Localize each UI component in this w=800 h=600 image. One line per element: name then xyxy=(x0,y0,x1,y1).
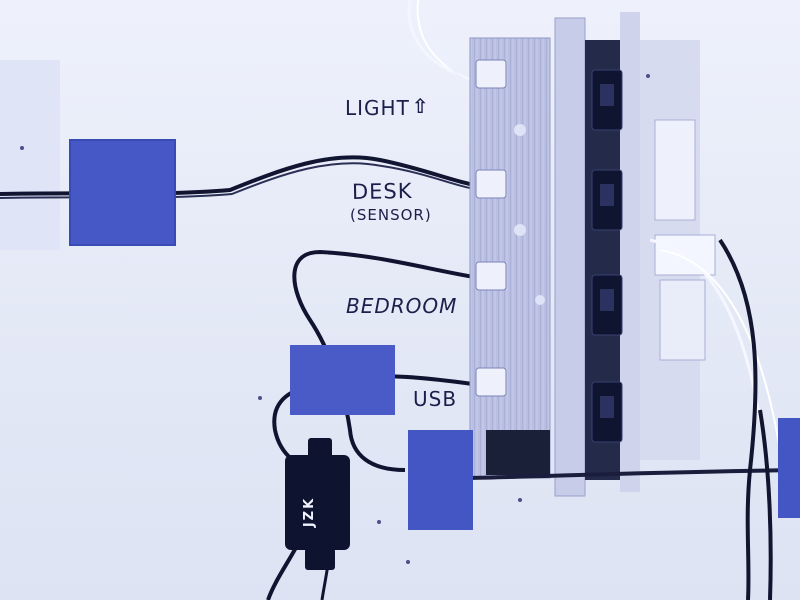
label-bedroom: BEDROOM xyxy=(346,294,458,318)
switch-rail xyxy=(555,18,585,496)
terminal-blocks xyxy=(475,59,507,397)
tape-right xyxy=(778,418,800,518)
terminal-strip xyxy=(470,38,550,478)
tape-bottom xyxy=(408,430,473,530)
label-desk: DESK xyxy=(351,178,413,204)
adapter-brand-label: JZK xyxy=(302,496,317,528)
tape-usb xyxy=(290,345,395,415)
up-arrow-icon: ⇧ xyxy=(411,94,430,118)
tape-left xyxy=(70,140,175,245)
label-light-text: LIGHT xyxy=(345,96,410,120)
label-light: LIGHT ⇧ xyxy=(345,94,430,120)
power-adapter xyxy=(285,455,350,550)
cable-bedroom xyxy=(292,249,481,472)
tape-remnant-left xyxy=(0,60,60,250)
rocker-switches xyxy=(591,69,623,443)
label-sensor: (SENSOR) xyxy=(350,206,432,224)
label-usb: USB xyxy=(413,387,458,411)
light-wires xyxy=(407,0,461,77)
